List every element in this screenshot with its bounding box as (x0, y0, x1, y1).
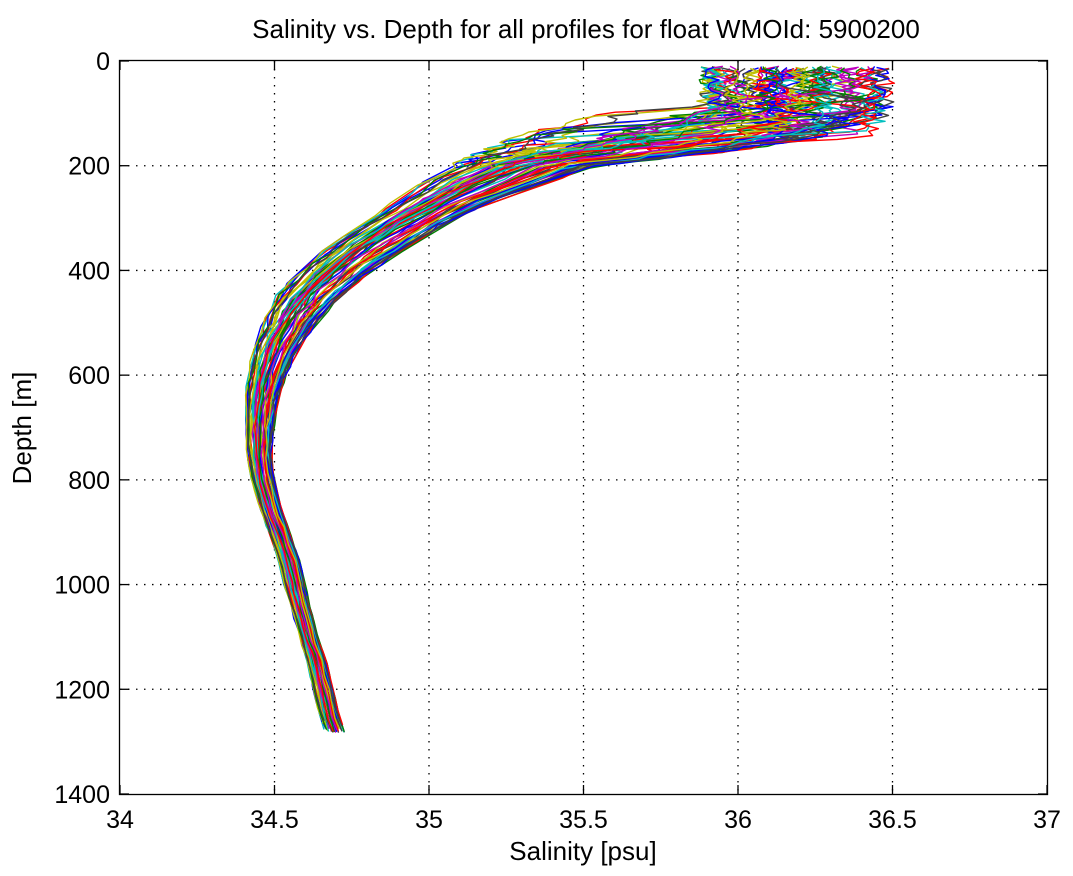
x-tick-label: 36 (724, 806, 752, 834)
x-axis-label: Salinity [psu] (509, 836, 656, 866)
x-tick-label: 35 (415, 806, 443, 834)
y-tick-label: 1000 (54, 572, 110, 600)
y-tick-label: 400 (68, 257, 110, 285)
axis-ticks (119, 60, 1048, 795)
y-tick-label: 1200 (54, 676, 110, 704)
profile-line (266, 68, 834, 722)
profile-line (269, 66, 861, 597)
y-tick-label: 800 (68, 467, 110, 495)
x-tick-label: 35.5 (559, 806, 608, 834)
y-tick-label: 0 (96, 48, 110, 76)
y-tick-label: 200 (68, 153, 110, 181)
x-tick-label: 37 (1033, 806, 1061, 834)
profile-line (246, 67, 738, 722)
y-tick-label: 1400 (54, 781, 110, 809)
profile-series (244, 65, 896, 733)
x-tick-labels: 34 34.5 35 35.5 36 36.5 37 (106, 806, 1061, 834)
profile-line (248, 67, 728, 730)
profile-line (252, 67, 886, 719)
y-axis-label: Depth [m] (7, 372, 37, 485)
x-tick-label: 34 (106, 806, 134, 834)
profile-line (262, 67, 797, 729)
chart-title: Salinity vs. Depth for all profiles for … (252, 14, 920, 44)
plot-frame (118, 59, 1049, 796)
profile-line (260, 65, 749, 731)
y-tick-labels: 0 200 400 600 800 1000 1200 1400 (54, 48, 110, 809)
x-tick-label: 34.5 (250, 806, 299, 834)
profile-line (265, 68, 789, 730)
x-tick-label: 36.5 (868, 806, 917, 834)
profile-line (258, 66, 779, 733)
profile-line (269, 66, 868, 722)
y-tick-label: 600 (68, 362, 110, 390)
